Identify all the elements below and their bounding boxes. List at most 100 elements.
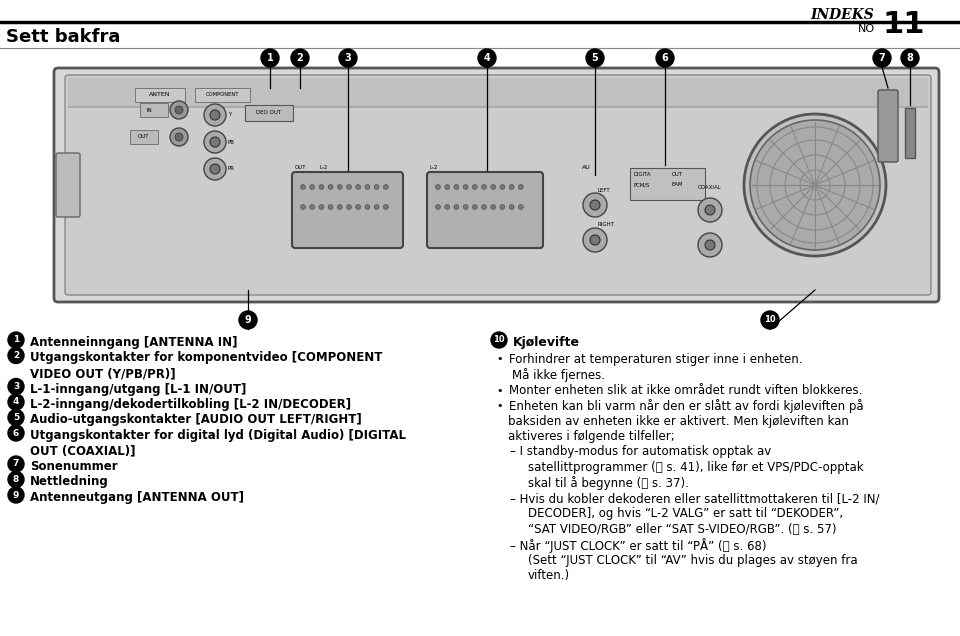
Text: 4: 4	[484, 53, 491, 63]
Circle shape	[482, 205, 487, 209]
Circle shape	[383, 184, 388, 190]
Text: PCM/S: PCM/S	[634, 183, 650, 188]
Bar	[68, 78, 928, 106]
Text: – I standby-modus for automatisk opptak av: – I standby-modus for automatisk opptak …	[510, 445, 771, 459]
Bar	[195, 88, 250, 102]
Circle shape	[8, 332, 24, 348]
Text: – Når “JUST CLOCK” er satt til “PÅ” (␗ s. 68): – Når “JUST CLOCK” er satt til “PÅ” (␗ s…	[510, 539, 766, 553]
Circle shape	[509, 205, 515, 209]
Text: 2: 2	[12, 351, 19, 360]
Circle shape	[8, 425, 24, 441]
Text: Sonenummer: Sonenummer	[30, 460, 118, 473]
Circle shape	[204, 158, 226, 180]
Text: INDEKS: INDEKS	[810, 8, 874, 22]
Circle shape	[482, 184, 487, 190]
FancyBboxPatch shape	[878, 90, 898, 162]
Circle shape	[339, 49, 357, 67]
Circle shape	[901, 49, 919, 67]
Text: •: •	[496, 401, 503, 411]
Circle shape	[210, 110, 220, 120]
Text: COAXIAL: COAXIAL	[698, 185, 722, 190]
Bar	[140, 103, 168, 117]
Text: skal til å begynne (␗ s. 37).: skal til å begynne (␗ s. 37).	[528, 476, 689, 490]
Circle shape	[8, 410, 24, 425]
Text: (Sett “JUST CLOCK” til “AV” hvis du plages av støyen fra: (Sett “JUST CLOCK” til “AV” hvis du plag…	[528, 554, 857, 567]
Text: Nettledning: Nettledning	[30, 476, 108, 488]
Text: NO: NO	[858, 24, 876, 34]
Circle shape	[463, 205, 468, 209]
Text: 7: 7	[12, 459, 19, 469]
Text: PR: PR	[228, 167, 235, 172]
Text: Y: Y	[228, 113, 231, 118]
Text: •: •	[496, 385, 503, 396]
Text: viften.): viften.)	[528, 569, 570, 583]
Circle shape	[210, 137, 220, 147]
Text: Kjølevifte: Kjølevifte	[513, 336, 580, 349]
Text: L-2: L-2	[320, 165, 328, 170]
Circle shape	[239, 311, 257, 329]
Circle shape	[444, 184, 449, 190]
Circle shape	[300, 184, 305, 190]
Circle shape	[204, 131, 226, 153]
Text: DIGITA: DIGITA	[634, 172, 652, 177]
Text: Audio-utgangskontakter [AUDIO OUT LEFT/RIGHT]: Audio-utgangskontakter [AUDIO OUT LEFT/R…	[30, 413, 362, 427]
Circle shape	[175, 106, 183, 114]
Text: 5: 5	[591, 53, 598, 63]
Circle shape	[328, 205, 333, 209]
Circle shape	[204, 104, 226, 126]
Bar	[905, 108, 915, 158]
Circle shape	[761, 311, 779, 329]
Text: VIDEO OUT (Y/PB/PR)]: VIDEO OUT (Y/PB/PR)]	[30, 367, 176, 380]
Text: Antenneinngang [ANTENNA IN]: Antenneinngang [ANTENNA IN]	[30, 336, 237, 349]
Text: 2: 2	[297, 53, 303, 63]
Text: Antenneutgang [ANTENNA OUT]: Antenneutgang [ANTENNA OUT]	[30, 491, 244, 504]
Text: 9: 9	[245, 315, 252, 325]
Circle shape	[310, 205, 315, 209]
Circle shape	[698, 233, 722, 257]
Circle shape	[328, 184, 333, 190]
Circle shape	[8, 456, 24, 472]
Circle shape	[500, 184, 505, 190]
Text: IN: IN	[146, 107, 152, 113]
Text: Må ikke fjernes.: Må ikke fjernes.	[512, 368, 605, 382]
Circle shape	[210, 164, 220, 174]
Text: Monter enheten slik at ikke området rundt viften blokkeres.: Monter enheten slik at ikke området rund…	[509, 384, 862, 396]
Text: ANTEN: ANTEN	[149, 92, 171, 97]
Circle shape	[472, 184, 477, 190]
Circle shape	[705, 205, 715, 215]
Circle shape	[319, 205, 324, 209]
Text: 1: 1	[12, 336, 19, 345]
Circle shape	[170, 101, 188, 119]
Text: OUT (COAXIAL)]: OUT (COAXIAL)]	[30, 445, 135, 457]
Circle shape	[656, 49, 674, 67]
Text: 3: 3	[345, 53, 351, 63]
Text: 4: 4	[12, 398, 19, 406]
Text: OUT: OUT	[138, 134, 150, 139]
FancyBboxPatch shape	[65, 75, 931, 295]
Text: Forhindrer at temperaturen stiger inne i enheten.: Forhindrer at temperaturen stiger inne i…	[509, 352, 803, 366]
Circle shape	[374, 205, 379, 209]
Text: •: •	[496, 354, 503, 364]
Text: OUT: OUT	[672, 172, 684, 177]
Circle shape	[478, 49, 496, 67]
Bar	[630, 168, 705, 200]
Text: Sett bakfra: Sett bakfra	[6, 28, 120, 46]
Text: L-1-inngang/utgang [L-1 IN/OUT]: L-1-inngang/utgang [L-1 IN/OUT]	[30, 382, 247, 396]
Circle shape	[705, 240, 715, 250]
Text: RIGHT: RIGHT	[598, 223, 615, 228]
Text: – Hvis du kobler dekoderen eller satellittmottakeren til [L-2 IN/: – Hvis du kobler dekoderen eller satelli…	[510, 492, 879, 505]
Text: 8: 8	[12, 475, 19, 484]
Circle shape	[8, 487, 24, 503]
Text: PB: PB	[228, 139, 235, 144]
Circle shape	[463, 184, 468, 190]
Circle shape	[261, 49, 279, 67]
Text: Utgangskontakter for komponentvideo [COMPONENT: Utgangskontakter for komponentvideo [COM…	[30, 352, 382, 364]
Circle shape	[590, 200, 600, 210]
Circle shape	[698, 198, 722, 222]
Circle shape	[873, 49, 891, 67]
Circle shape	[436, 205, 441, 209]
Circle shape	[491, 184, 495, 190]
Text: satellittprogrammer (␗ s. 41), like før et VPS/PDC-opptak: satellittprogrammer (␗ s. 41), like før …	[528, 461, 864, 474]
FancyBboxPatch shape	[292, 172, 403, 248]
Circle shape	[365, 205, 370, 209]
